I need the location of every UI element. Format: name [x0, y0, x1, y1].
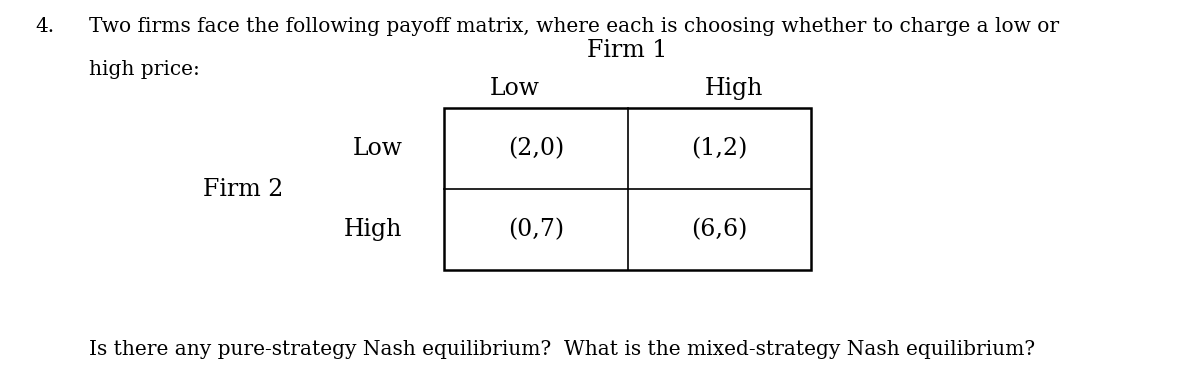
- Text: Low: Low: [353, 137, 403, 160]
- Bar: [444, 108, 811, 270]
- Text: (6,6): (6,6): [691, 218, 747, 241]
- Text: Is there any pure-strategy Nash equilibrium?  What is the mixed-strategy Nash eq: Is there any pure-strategy Nash equilibr…: [89, 340, 1035, 359]
- Text: (0,7): (0,7): [508, 218, 564, 241]
- Text: Two firms face the following payoff matrix, where each is choosing whether to ch: Two firms face the following payoff matr…: [89, 17, 1058, 36]
- Text: Low: Low: [490, 77, 540, 100]
- Text: (2,0): (2,0): [508, 137, 564, 160]
- Text: High: High: [345, 218, 403, 241]
- Text: 4.: 4.: [36, 17, 54, 36]
- Text: High: High: [704, 77, 764, 100]
- Text: Firm 2: Firm 2: [202, 178, 283, 201]
- Text: Firm 1: Firm 1: [587, 39, 668, 62]
- Text: high price:: high price:: [89, 60, 200, 79]
- Text: (1,2): (1,2): [691, 137, 747, 160]
